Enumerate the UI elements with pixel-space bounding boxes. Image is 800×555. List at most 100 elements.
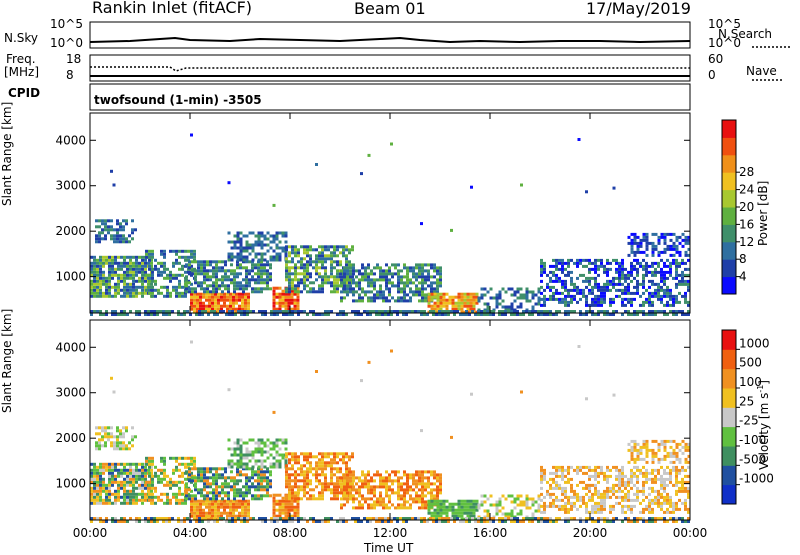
echo-cell [585,295,588,298]
echo-cell [126,478,129,481]
echo-cell [309,461,312,464]
echo-cell [648,472,651,475]
echo-cell [126,472,129,475]
echo-cell [573,469,576,472]
echo-cell [661,440,664,443]
echo-cell [188,470,191,473]
echo-cell [196,302,199,305]
echo-cell [612,301,615,304]
echo-cell [678,490,681,493]
echo-cell [148,292,151,295]
echo-cell [99,280,102,283]
echo-cell [636,493,639,496]
echo-cell [585,280,588,283]
echo-cell [285,473,288,476]
echo-cell [330,251,333,254]
echo-cell [261,256,264,259]
echo-cell [312,248,315,251]
echo-cell [291,257,294,260]
echo-cell [582,292,585,295]
echo-cell [119,432,122,435]
echo-cell [352,263,355,266]
echo-cell [129,499,132,502]
echo-cell [327,485,330,488]
echo-cell [227,494,230,497]
echo-cell [467,506,470,509]
echo-cell [673,452,676,455]
echo-cell [257,272,260,275]
echo-cell [157,469,160,472]
echo-cell [382,476,385,479]
echo-cell [567,301,570,304]
echo-cell [646,461,649,464]
echo-cell [254,485,257,488]
echo-cell [238,503,241,506]
echo-cell [122,234,125,237]
echo-cell [409,494,412,497]
echo-cell [561,475,564,478]
echo-cell [618,490,621,493]
echo-cell [297,455,300,458]
echo-cell [431,299,434,302]
echo-cell [433,494,436,497]
echo-cell [540,268,543,271]
echo-cell [567,292,570,295]
echo-cell [618,283,621,286]
echo-cell [303,488,306,491]
echo-cell [93,496,96,499]
echo-cell [285,266,288,269]
echo-cell [379,473,382,476]
echo-cell [135,295,138,298]
echo-cell [333,281,336,284]
echo-cell [594,298,597,301]
echo-cell [458,506,461,509]
echo-cell [270,235,273,238]
echo-cell [370,296,373,299]
echo-cell [110,225,113,228]
echo-cell [135,289,138,292]
echo-cell [125,237,128,240]
echo-cell [678,469,681,472]
echo-cell [397,506,400,509]
echo-cell [464,299,467,302]
echo-cell [260,470,263,473]
echo-cell [255,256,258,259]
echo-cell [266,275,269,278]
echo-cell [645,301,648,304]
echo-cell [564,283,567,286]
echo-cell [261,235,264,238]
echo-cell [214,506,217,509]
echo-cell [606,466,609,469]
echo-cell [345,263,348,266]
echo-cell [309,470,312,473]
echo-cell [345,452,348,455]
echo-cell [239,494,242,497]
echo-cell [151,460,154,463]
echo-cell [226,506,229,509]
echo-cell [215,467,218,470]
echo-cell [227,284,230,287]
echo-cell [102,478,105,481]
echo-cell [254,290,257,293]
echo-cell [93,469,96,472]
echo-cell [240,457,243,460]
echo-cell [591,268,594,271]
echo-cell [99,487,102,490]
echo-cell [370,488,373,491]
echo-cell [373,473,376,476]
echo-cell [249,439,252,442]
echo-cell [288,497,291,500]
echo-cell [282,512,285,515]
echo-cell [681,274,684,277]
echo-cell [358,281,361,284]
echo-cell [178,493,181,496]
echo-cell [615,496,618,499]
echo-cell [473,299,476,302]
echo-cell [606,496,609,499]
echo-cell [458,305,461,308]
echo-cell [117,493,120,496]
echo-cell [394,284,397,287]
echo-cell [257,482,260,485]
echo-cell [673,449,676,452]
echo-cell [306,290,309,293]
